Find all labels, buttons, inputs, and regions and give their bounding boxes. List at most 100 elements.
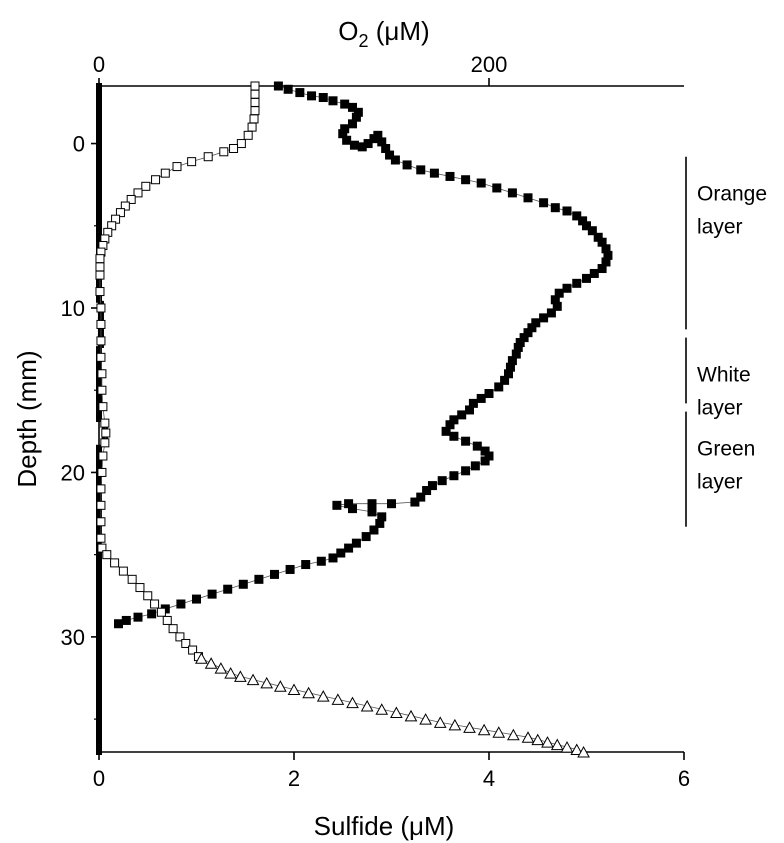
baseline-point [96, 691, 102, 698]
sulfide-point [115, 208, 125, 218]
baseline-point [96, 720, 102, 727]
sulfide-point [126, 194, 136, 204]
sulfide-point [101, 428, 111, 438]
o2-point [441, 426, 451, 436]
o2-point [589, 268, 599, 278]
o2-point [363, 139, 373, 149]
top-axis-title: O2 (μM) [338, 16, 429, 51]
o2-point [582, 221, 591, 231]
o2-point [437, 476, 447, 486]
baseline-point [96, 111, 102, 118]
baseline-point [96, 646, 102, 653]
o2-point [513, 342, 523, 352]
sulfide-point [151, 175, 161, 185]
baseline-point [96, 555, 102, 562]
sulfide-triangle-point [550, 738, 564, 751]
baseline-point [96, 666, 102, 673]
o2-point [328, 96, 338, 106]
sulfide-triangle-point [287, 683, 301, 696]
bottom-axis-title: Sulfide (μM) [314, 811, 455, 841]
o2-point [427, 481, 437, 491]
o2-point [373, 130, 383, 140]
o2-point [476, 393, 486, 403]
o2-point [554, 288, 564, 298]
o2-point [511, 349, 521, 359]
sulfide-point [100, 418, 110, 428]
baseline-point [96, 625, 102, 632]
baseline-point [96, 736, 102, 743]
o2-point [344, 543, 354, 553]
o2-point [344, 499, 354, 509]
baseline-point [96, 280, 102, 287]
baseline-point [96, 165, 102, 172]
left-tick-label: 0 [73, 132, 85, 157]
o2-point [285, 564, 295, 574]
baseline-point [96, 699, 102, 706]
sulfide-point [249, 114, 259, 124]
baseline-point [96, 588, 102, 595]
sulfide-triangle-point [331, 693, 345, 705]
left-tick-label: 10 [61, 296, 85, 321]
baseline-point [96, 568, 102, 575]
baseline-point [96, 226, 102, 233]
baseline-point [96, 670, 102, 677]
baseline-point [96, 152, 102, 159]
sulfide-point [95, 270, 105, 280]
baseline-point [96, 510, 102, 517]
sulfide-triangle-point [360, 699, 374, 712]
baseline-point [96, 749, 102, 755]
o2-point [603, 250, 613, 260]
o2-point [505, 362, 515, 372]
o2-point [480, 456, 490, 466]
sulfide-point [98, 402, 108, 412]
o2-point [597, 264, 607, 274]
baseline-point [96, 194, 102, 200]
baseline-point [96, 703, 102, 710]
bottom-tick-label: 4 [483, 766, 495, 791]
sulfide-triangle-point [433, 716, 447, 728]
sulfide-point [141, 181, 151, 191]
top-tick-label: 200 [471, 52, 508, 77]
o2-point [461, 175, 471, 185]
baseline-point [96, 222, 102, 229]
baseline-point [96, 633, 102, 640]
o2-point [539, 313, 549, 323]
sulfide-point [102, 550, 112, 560]
o2-point [500, 375, 510, 385]
sulfide-triangle-point [390, 706, 403, 719]
sulfide-point [168, 624, 178, 634]
sulfide-point [150, 599, 160, 609]
sulfide-point [98, 451, 108, 461]
o2-point [342, 135, 352, 145]
baseline-point [96, 695, 102, 702]
sulfide-point [96, 319, 106, 329]
sulfide-point [143, 591, 153, 601]
baseline-point [96, 169, 102, 176]
o2-point [519, 333, 529, 343]
baseline-point [96, 494, 102, 501]
sulfide-point [97, 369, 107, 379]
sulfide-triangle-point [224, 667, 237, 679]
baseline-point [96, 218, 102, 225]
sulfide-point [247, 122, 257, 132]
sulfide-triangle-point [246, 673, 260, 686]
o2-point [332, 500, 342, 510]
sulfide-point [120, 201, 130, 211]
baseline-point [96, 712, 102, 718]
o2-point [449, 471, 459, 481]
o2-point [402, 160, 412, 170]
o2-point [176, 599, 186, 609]
o2-point [504, 369, 513, 379]
baseline-point [96, 675, 102, 681]
layer-label-line: layer [697, 471, 743, 494]
baseline-point [96, 728, 102, 735]
layer-label-line: White [697, 364, 751, 387]
layer-label: Green layer [697, 438, 755, 494]
left-tick-label: 20 [61, 460, 85, 485]
baseline-point [96, 136, 102, 143]
o2-point [338, 129, 348, 139]
series-connectors [99, 85, 609, 753]
baseline-point [96, 584, 102, 591]
o2-point [328, 553, 338, 563]
